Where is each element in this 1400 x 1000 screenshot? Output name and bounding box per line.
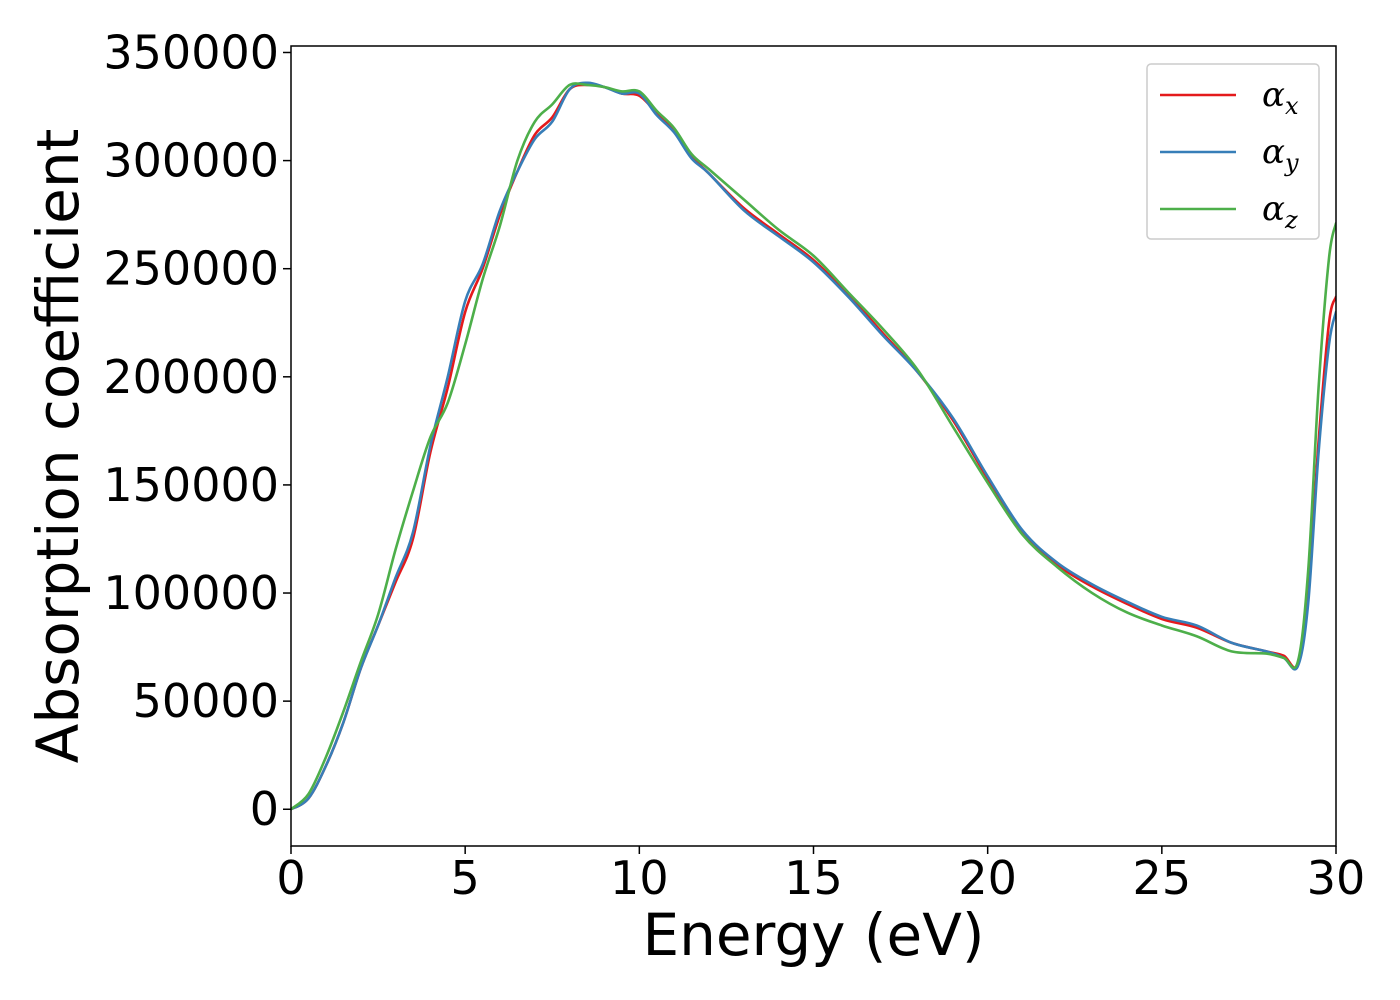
y-tick-label: 350000 [103,25,279,79]
series-line-z [291,82,1336,811]
ticks-layer: 0 5 10 15 20 25 30 0 50000 100000 150000 200000 2500… [103,25,1365,905]
x-tick-label: 0 [276,851,305,905]
x-tick-label: 25 [1133,851,1192,905]
series-line-y [291,81,1336,811]
y-tick-label: 300000 [103,134,279,188]
y-tick-label: 200000 [103,350,279,404]
y-tick-label: 100000 [103,566,279,620]
legend-label-x: αx [1262,75,1299,120]
x-axis-title: Energy (eV) [642,901,984,969]
legend-label-y: αy [1262,132,1299,177]
y-axis-title: Absorption coefficient [24,129,92,764]
y-tick-label: 250000 [103,242,279,296]
x-tick-label: 30 [1307,851,1366,905]
y-tick-label: 150000 [103,458,279,512]
x-tick-label: 5 [451,851,480,905]
series-layer [291,81,1336,811]
legend: αx αy αz [1146,63,1320,240]
x-tick-label: 20 [958,851,1017,905]
legend-label-z: αz [1262,189,1298,234]
x-tick-label: 15 [784,851,843,905]
x-tick-label: 10 [610,851,669,905]
y-tick-label: 0 [250,782,279,836]
y-tick-label: 50000 [133,674,279,728]
